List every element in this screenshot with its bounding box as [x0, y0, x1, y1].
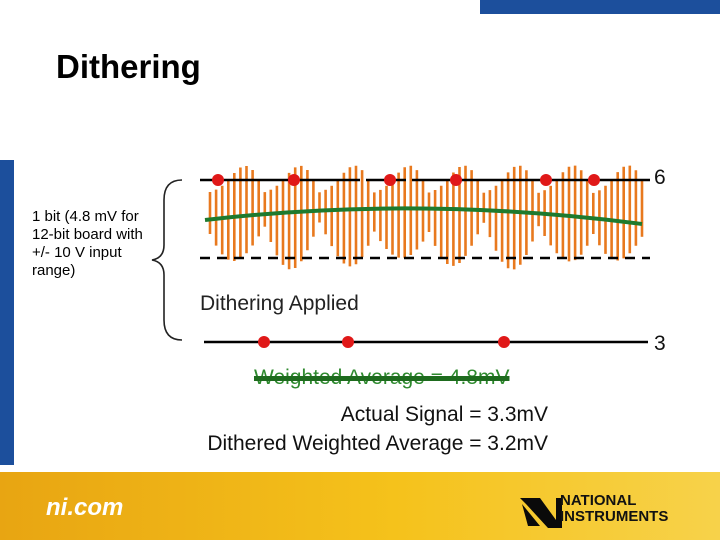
- level-3-label: 3: [654, 332, 666, 355]
- company-name-line2: INSTRUMENTS: [560, 508, 669, 525]
- ni-eagle-logo-icon: [520, 498, 562, 528]
- bit-resolution-note: 1 bit (4.8 mV for 12-bit board with +/- …: [32, 208, 143, 279]
- sample-dot: [540, 174, 552, 186]
- sample-dot: [258, 336, 270, 348]
- dithered-weighted-average-text: Dithered Weighted Average = 3.2mV: [207, 432, 548, 455]
- footer-site-link[interactable]: ni.com: [46, 494, 124, 521]
- sample-dot: [342, 336, 354, 348]
- left-accent-bar: [0, 160, 14, 465]
- company-name: NATIONAL INSTRUMENTS: [560, 493, 668, 525]
- dither-bars: [208, 165, 644, 270]
- level-6-label: 6: [654, 166, 666, 189]
- sample-dot: [212, 174, 224, 186]
- sample-dot: [450, 174, 462, 186]
- actual-signal-text: Actual Signal = 3.3mV: [340, 403, 548, 426]
- weighted-average-text: Weighted Average = 4.8mV: [254, 366, 510, 389]
- top-accent-bar: [480, 0, 720, 14]
- sample-dot: [384, 174, 396, 186]
- curly-brace: [151, 179, 183, 341]
- slide-title: Dithering: [56, 48, 201, 85]
- dithering-applied-label: Dithering Applied: [200, 292, 359, 315]
- dithering-diagram: [151, 165, 650, 348]
- sample-dot: [588, 174, 600, 186]
- footer-bar: [0, 472, 720, 540]
- sample-dot: [498, 336, 510, 348]
- sample-dot: [288, 174, 300, 186]
- company-name-line1: NATIONAL: [560, 492, 637, 509]
- average-curve: [204, 206, 643, 226]
